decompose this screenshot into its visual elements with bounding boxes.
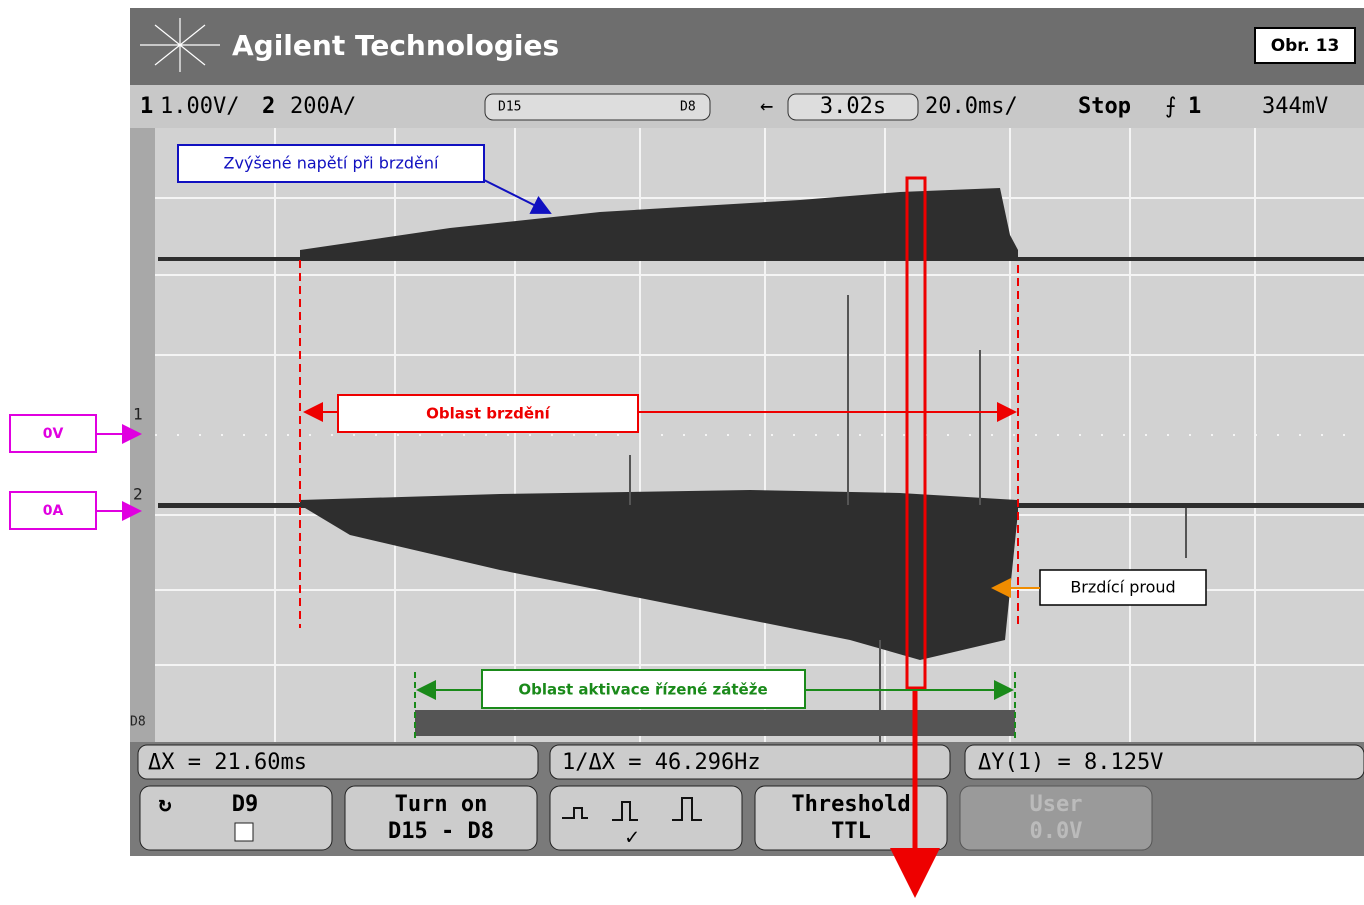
softkey-threshold-value: TTL [831, 819, 871, 844]
timebase: 20.0ms/ [925, 94, 1018, 119]
ch1-marker: 1 [133, 405, 143, 424]
softkey[interactable] [550, 786, 742, 850]
softkey-turn-on: Turn on [395, 792, 488, 817]
delay: 3.02s [820, 94, 886, 119]
zero-voltage-label: 0V [43, 426, 64, 442]
voltage-label: Zvýšené napětí při brzdění [224, 154, 439, 173]
ch2: 2 [262, 94, 275, 119]
current-label: Brzdící proud [1070, 578, 1175, 597]
figure-label: Obr. 13 [1271, 36, 1340, 56]
zero-current-label: 0A [43, 503, 64, 519]
inverse-delta-x: 1/ΔX = 46.296Hz [562, 750, 761, 775]
softkey-turn-on-range: D15 - D8 [388, 819, 494, 844]
delta-y: ΔY(1) = 8.125V [978, 750, 1163, 775]
page: Agilent Technologies Obr. 13 1 1.00V/ 2 … [0, 0, 1364, 901]
digital-from: D15 [498, 100, 521, 115]
svg-text:⨍: ⨍ [1165, 94, 1176, 119]
ch2-marker: 2 [133, 485, 143, 504]
softkey-threshold: Threshold [791, 792, 910, 817]
load-region-label: Oblast aktivace řízené zátěže [518, 681, 767, 699]
ch1-scale: 1.00V/ [160, 94, 239, 119]
digital-marker: D8 [130, 715, 146, 730]
trigger-source: 1 [1188, 94, 1201, 119]
svg-text:↻: ↻ [158, 792, 171, 817]
ch1: 1 [140, 94, 153, 119]
brand: Agilent Technologies [232, 29, 559, 62]
braking-region-label: Oblast brzdění [426, 405, 551, 423]
measurements: ΔX = 21.60ms 1/ΔX = 46.296Hz ΔY(1) = 8.1… [138, 745, 1364, 779]
ch2-scale: 200A/ [290, 94, 356, 119]
svg-text:✓: ✓ [625, 825, 638, 850]
svg-text:←: ← [760, 94, 773, 119]
run-state: Stop [1078, 94, 1131, 119]
trigger-level: 344mV [1262, 94, 1328, 119]
scope-screen: Agilent Technologies Obr. 13 1 1.00V/ 2 … [130, 8, 1364, 856]
softkey-user: User [1030, 792, 1083, 817]
softkey-user-value: 0.0V [1030, 819, 1083, 844]
softkeys: ↻ D9 Turn on D15 - D8 ✓ Threshold TTL Us… [140, 786, 1152, 850]
digital-to: D8 [680, 100, 696, 115]
softkey-channel: D9 [232, 792, 259, 817]
delta-x: ΔX = 21.60ms [148, 750, 307, 775]
